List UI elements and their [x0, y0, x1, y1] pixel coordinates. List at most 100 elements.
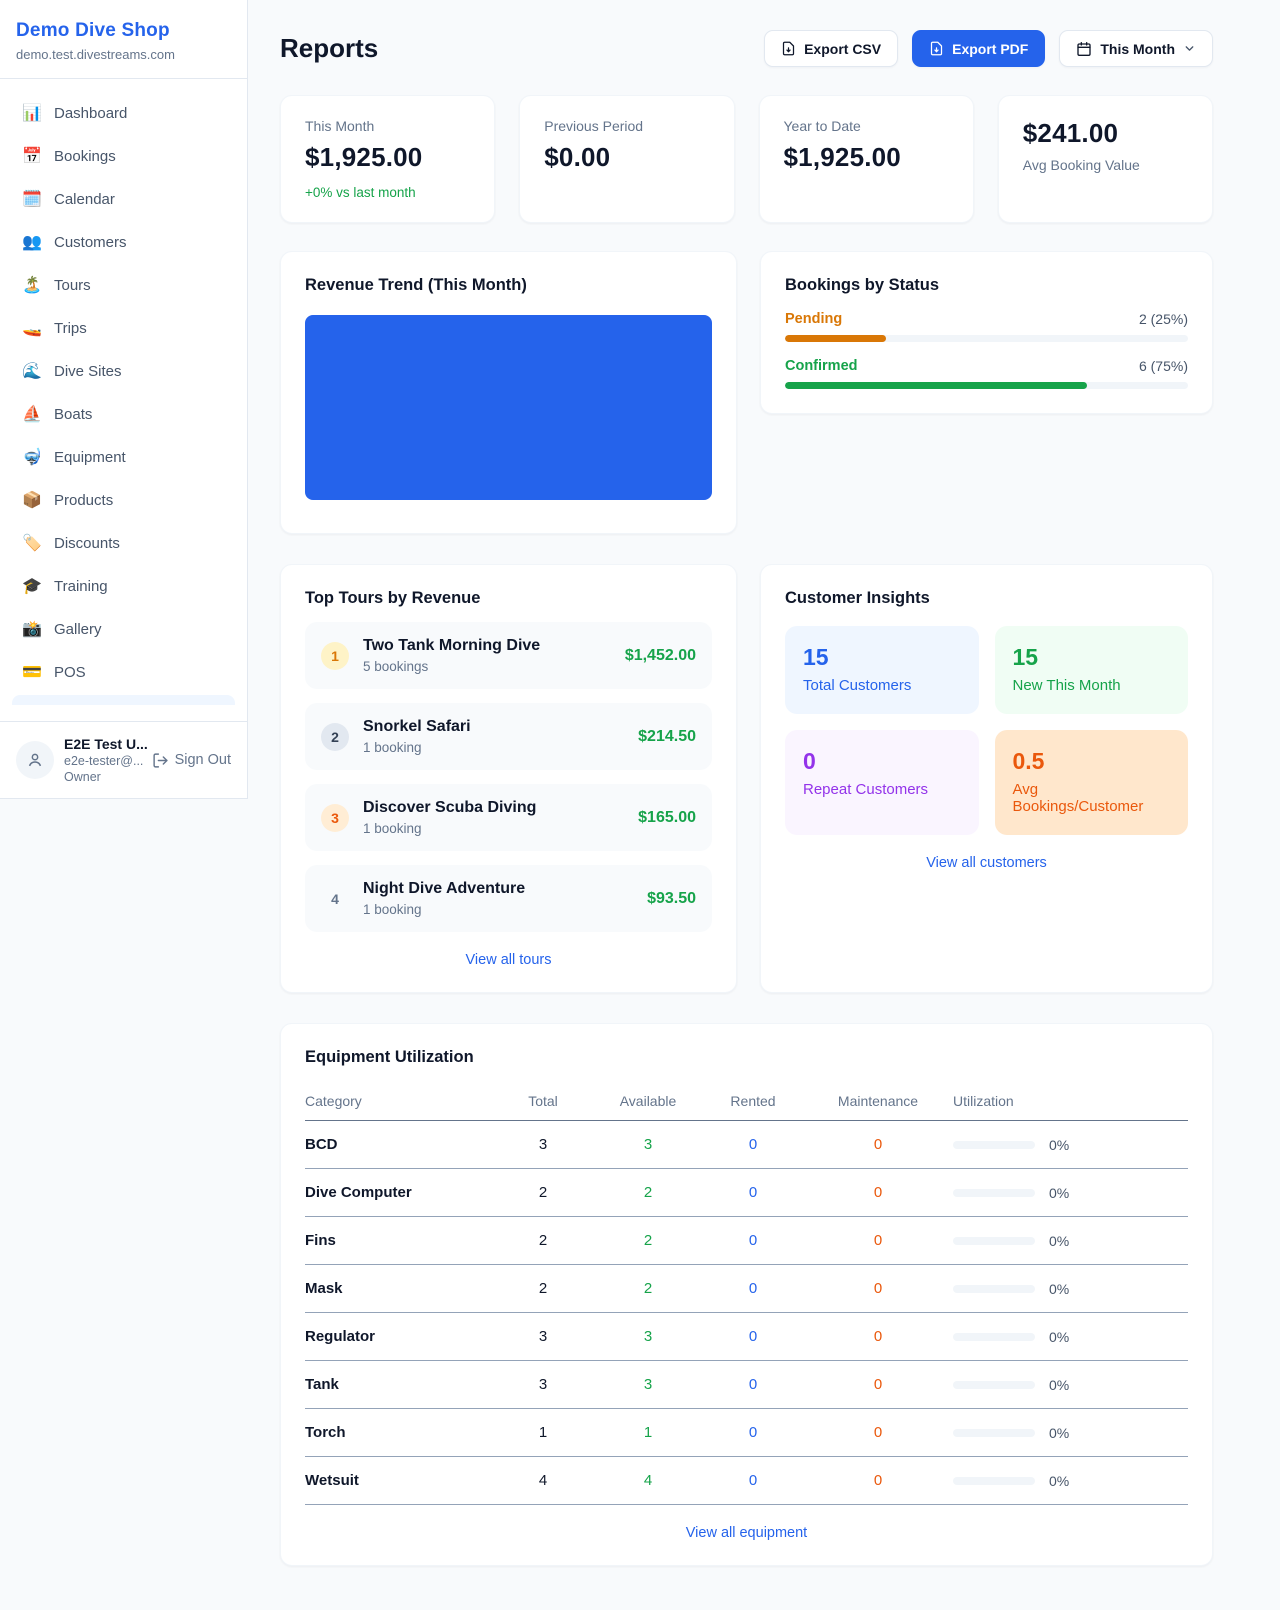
cell-rented: 0 [748, 1376, 758, 1393]
cell-maintenance: 0 [873, 1184, 883, 1201]
sidebar-item-training[interactable]: 🎓 Training [12, 566, 235, 606]
sidebar: Demo Dive Shop demo.test.divestreams.com… [0, 0, 248, 799]
insight-label: Repeat Customers [803, 781, 929, 798]
insight-value: 0.5 [1012, 748, 1045, 774]
export-csv-button[interactable]: Export CSV [764, 30, 899, 67]
file-download-icon [930, 41, 943, 56]
cell-utilization: 0% [1049, 1184, 1070, 1201]
sidebar-item-equipment[interactable]: 🤿 Equipment [12, 437, 235, 477]
bar-chart-icon: 📊 [22, 105, 42, 122]
cell-utilization: 0% [1049, 1328, 1070, 1345]
logout-icon [152, 752, 168, 768]
bookings-by-status-card: Bookings by Status Pending 2 (25%) Confi… [760, 251, 1213, 414]
sidebar-item-dashboard[interactable]: 📊 Dashboard [12, 93, 235, 133]
revenue-trend-title: Revenue Trend (This Month) [305, 276, 527, 294]
sidebar-item-label: Customers [54, 233, 127, 251]
rank-badge: 3 [321, 803, 349, 832]
customer-insights-title: Customer Insights [785, 589, 930, 607]
utilization-bar [953, 1428, 1035, 1437]
package-icon: 📦 [22, 492, 42, 509]
cell-category: Dive Computer [305, 1184, 412, 1201]
tour-bookings: 1 booking [363, 902, 422, 917]
sidebar-item-discounts[interactable]: 🏷️ Discounts [12, 523, 235, 563]
page-header: Reports Export CSV Export PDF [280, 30, 1213, 67]
chevron-down-icon [1185, 46, 1194, 51]
customer-insights-card: Customer Insights 15 Total Customers 15 … [760, 564, 1213, 993]
tour-name: Two Tank Morning Dive [363, 637, 541, 654]
status-progress-track [785, 382, 1188, 389]
export-csv-label: Export CSV [804, 40, 882, 57]
cell-category: Wetsuit [305, 1472, 359, 1489]
top-tours-title: Top Tours by Revenue [305, 589, 481, 607]
sidebar-item-bookings[interactable]: 📅 Bookings [12, 136, 235, 176]
insight-value: 15 [1012, 644, 1039, 670]
table-row: BCD 3 3 0 0 0% [305, 1121, 1188, 1169]
period-dropdown[interactable]: This Month [1059, 30, 1213, 67]
sign-out-button[interactable]: Sign Out [152, 752, 231, 769]
column-header-total: Total [528, 1092, 558, 1109]
user-role: Owner [64, 770, 101, 784]
sidebar-item-boats[interactable]: ⛵ Boats [12, 394, 235, 434]
view-all-equipment-link[interactable]: View all equipment [685, 1525, 808, 1541]
utilization-bar [953, 1236, 1035, 1245]
bookings-by-status-title: Bookings by Status [785, 276, 940, 294]
view-all-customers-link[interactable]: View all customers [926, 855, 1047, 871]
cell-category: Mask [305, 1280, 343, 1297]
view-all-tours-link[interactable]: View all tours [465, 952, 552, 968]
sidebar-item-reports-partial[interactable] [12, 695, 235, 705]
status-progress-fill [785, 382, 1088, 389]
sidebar-user-section: E2E Test U... e2e-tester@... Owner Sign … [0, 721, 247, 798]
cell-category: BCD [305, 1136, 338, 1153]
cell-available: 2 [643, 1184, 653, 1201]
equipment-table-header: Category Total Available Rented Maintena… [305, 1081, 1188, 1121]
table-row: Regulator 3 3 0 0 0% [305, 1313, 1188, 1361]
cell-total: 2 [538, 1184, 548, 1201]
credit-card-icon: 💳 [22, 664, 42, 681]
cell-total: 4 [538, 1472, 548, 1489]
cell-available: 2 [643, 1232, 653, 1249]
export-pdf-button[interactable]: Export PDF [912, 30, 1046, 67]
wave-icon: 🌊 [22, 363, 42, 380]
sidebar-item-pos[interactable]: 💳 POS [12, 652, 235, 692]
insight-tile-total-customers: 15 Total Customers [785, 626, 979, 714]
charts-row: Revenue Trend (This Month) Bookings by S… [280, 251, 1213, 534]
sidebar-item-products[interactable]: 📦 Products [12, 480, 235, 520]
sidebar-item-dive-sites[interactable]: 🌊 Dive Sites [12, 351, 235, 391]
cell-total: 1 [538, 1424, 548, 1441]
sidebar-item-label: Discounts [54, 534, 120, 552]
user-email: e2e-tester@... [64, 754, 144, 768]
sidebar-item-customers[interactable]: 👥 Customers [12, 222, 235, 262]
insight-value: 0 [803, 748, 816, 774]
rank-badge: 1 [321, 641, 349, 670]
stat-label: Previous Period [544, 118, 644, 134]
sidebar-item-label: Dashboard [54, 104, 128, 122]
sidebar-item-label: Dive Sites [54, 362, 122, 380]
stat-label: Avg Booking Value [1022, 157, 1140, 173]
tour-name: Snorkel Safari [363, 718, 471, 735]
sidebar-item-label: Bookings [54, 147, 116, 165]
sidebar-item-tours[interactable]: 🏝️ Tours [12, 265, 235, 305]
insight-value: 15 [803, 644, 829, 670]
sidebar-item-calendar[interactable]: 🗓️ Calendar [12, 179, 235, 219]
sidebar-item-label: Boats [54, 405, 93, 423]
cell-maintenance: 0 [873, 1472, 883, 1489]
cell-utilization: 0% [1049, 1472, 1070, 1489]
insights-row: Top Tours by Revenue 1 Two Tank Morning … [280, 564, 1213, 993]
sidebar-item-label: POS [54, 663, 86, 681]
graduation-cap-icon: 🎓 [22, 578, 42, 595]
user-meta: E2E Test U... e2e-tester@... Owner [64, 736, 148, 784]
stat-card-year-to-date: Year to Date $1,925.00 [758, 95, 974, 223]
insight-label: New This Month [1012, 677, 1121, 694]
cell-rented: 0 [748, 1328, 758, 1345]
insight-tile-repeat-customers: 0 Repeat Customers [785, 730, 979, 835]
column-header-category: Category [305, 1092, 362, 1109]
sidebar-item-gallery[interactable]: 📸 Gallery [12, 609, 235, 649]
tour-name: Night Dive Adventure [363, 880, 526, 897]
status-label: Confirmed [785, 358, 858, 374]
cell-total: 3 [538, 1136, 548, 1153]
sidebar-item-trips[interactable]: 🚤 Trips [12, 308, 235, 348]
table-row: Dive Computer 2 2 0 0 0% [305, 1169, 1188, 1217]
tour-revenue: $93.50 [647, 889, 696, 907]
stat-card-this-month: This Month $1,925.00 +0% vs last month [280, 95, 496, 223]
sign-out-label: Sign Out [174, 752, 231, 768]
